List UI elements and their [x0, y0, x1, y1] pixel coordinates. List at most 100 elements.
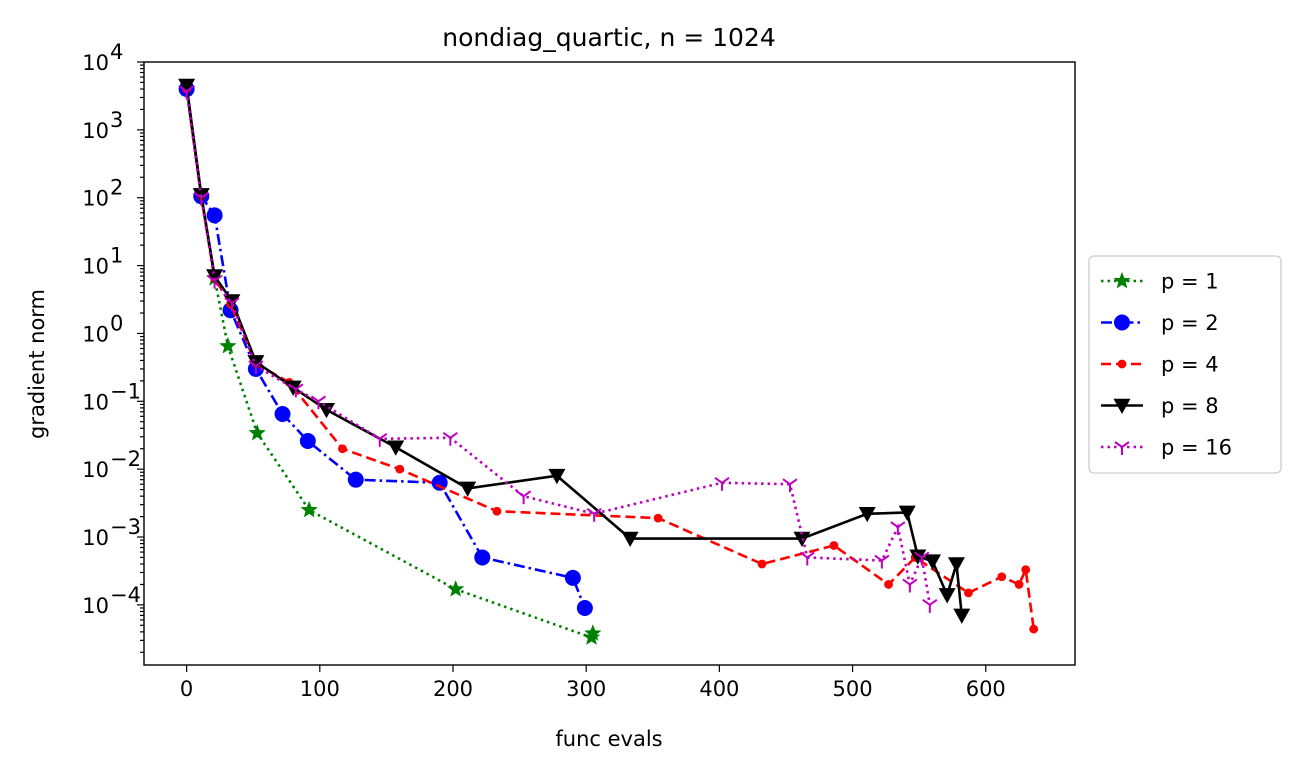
- data-point: [317, 402, 335, 419]
- y-tick-label-exponent: 2: [110, 176, 123, 200]
- series-4: [178, 78, 971, 624]
- data-point: [964, 588, 973, 598]
- data-point: [395, 464, 405, 474]
- legend-entry: p = 1: [1101, 270, 1219, 294]
- data-point: [372, 432, 388, 447]
- y-tick-label-base: 10: [82, 187, 109, 211]
- y-tick-label-exponent: 4: [110, 40, 123, 64]
- plot-frame: [143, 61, 1076, 666]
- y-axis-label: gradient norm: [25, 289, 49, 439]
- data-point: [922, 599, 938, 613]
- data-point: [914, 551, 930, 566]
- data-point: [206, 269, 224, 285]
- y-tick-label-base: 10: [82, 390, 109, 414]
- y-tick-label-base: 10: [82, 458, 109, 482]
- data-point: [898, 505, 916, 521]
- legend-marker: [1113, 398, 1131, 414]
- data-point: [909, 549, 927, 565]
- data-point: [207, 274, 223, 289]
- data-point: [653, 513, 663, 523]
- data-point: [564, 569, 581, 586]
- data-point: [621, 531, 639, 548]
- legend-label: p = 2: [1161, 311, 1219, 335]
- legend-entry: p = 16: [1101, 436, 1232, 460]
- data-point: [586, 507, 602, 522]
- x-tick-label: 200: [433, 677, 473, 701]
- data-point: [1021, 565, 1031, 575]
- legend-entry: p = 4: [1101, 353, 1219, 377]
- y-tick-label-exponent: 3: [110, 108, 123, 132]
- series-line: [185, 85, 964, 616]
- data-point: [923, 554, 941, 570]
- y-tick-label-base: 10: [82, 51, 109, 75]
- data-point: [310, 395, 327, 410]
- legend-label: p = 1: [1161, 270, 1219, 294]
- data-point: [299, 432, 316, 449]
- data-point: [584, 624, 602, 641]
- y-tick-label-exponent: −4: [110, 583, 141, 607]
- data-point: [248, 423, 266, 441]
- data-point: [953, 608, 971, 624]
- data-point: [714, 476, 730, 491]
- x-axis-label: func evals: [555, 727, 662, 751]
- legend: p = 1 p = 2 p = 4 p = 8 p = 16: [1088, 255, 1282, 474]
- data-point: [1029, 624, 1039, 634]
- data-point: [757, 559, 767, 569]
- legend-marker: [1113, 271, 1131, 289]
- data-point: [193, 191, 209, 206]
- x-tick-label: 600: [966, 677, 1006, 701]
- data-point: [947, 557, 965, 573]
- series-line: [185, 88, 1035, 630]
- series-line: [185, 88, 595, 640]
- legend-label: p = 8: [1161, 394, 1219, 418]
- data-point: [442, 431, 458, 446]
- series-line: [185, 91, 932, 606]
- data-point: [492, 506, 502, 516]
- data-point: [387, 440, 405, 456]
- data-point: [288, 383, 304, 398]
- data-point: [858, 506, 876, 523]
- data-point: [459, 481, 477, 497]
- legend-marker: [1114, 314, 1130, 331]
- data-point: [829, 541, 839, 550]
- data-point: [997, 572, 1007, 582]
- data-point: [178, 78, 196, 95]
- legend-marker: [1117, 359, 1127, 369]
- data-point: [224, 297, 240, 312]
- y-tick-label-base: 10: [82, 594, 109, 618]
- x-tick-label: 400: [699, 677, 739, 701]
- y-tick-label-base: 10: [82, 255, 109, 279]
- legend-entry: p = 8: [1101, 394, 1219, 418]
- data-point: [1014, 580, 1024, 589]
- series-line: [185, 88, 587, 609]
- data-point: [884, 580, 893, 589]
- data-point: [938, 588, 956, 604]
- data-point: [516, 490, 532, 505]
- series-1: [177, 79, 602, 645]
- y-tick-label-exponent: −1: [110, 379, 141, 403]
- y-tick-label-base: 10: [82, 119, 109, 143]
- data-point: [890, 521, 906, 536]
- data-point: [274, 405, 291, 422]
- y-tick-label-base: 10: [82, 526, 109, 550]
- data-point: [247, 355, 265, 371]
- data-point: [548, 468, 566, 485]
- x-tick-label: 100: [300, 677, 340, 701]
- x-tick-label: 500: [833, 677, 873, 701]
- y-tick-label-exponent: 1: [110, 244, 123, 268]
- x-tick-label: 300: [566, 677, 606, 701]
- y-tick-label-exponent: −3: [110, 515, 141, 539]
- y-tick-label-base: 10: [82, 322, 109, 346]
- y-tick-label-exponent: −2: [110, 447, 141, 471]
- series-2: [178, 81, 593, 616]
- data-point: [347, 471, 364, 488]
- data-point: [179, 85, 195, 100]
- data-point: [248, 360, 264, 375]
- data-point: [300, 500, 318, 518]
- legend-entry: p = 2: [1101, 311, 1219, 335]
- data-point: [576, 599, 593, 616]
- legend-label: p = 4: [1161, 353, 1219, 377]
- data-point: [446, 580, 465, 597]
